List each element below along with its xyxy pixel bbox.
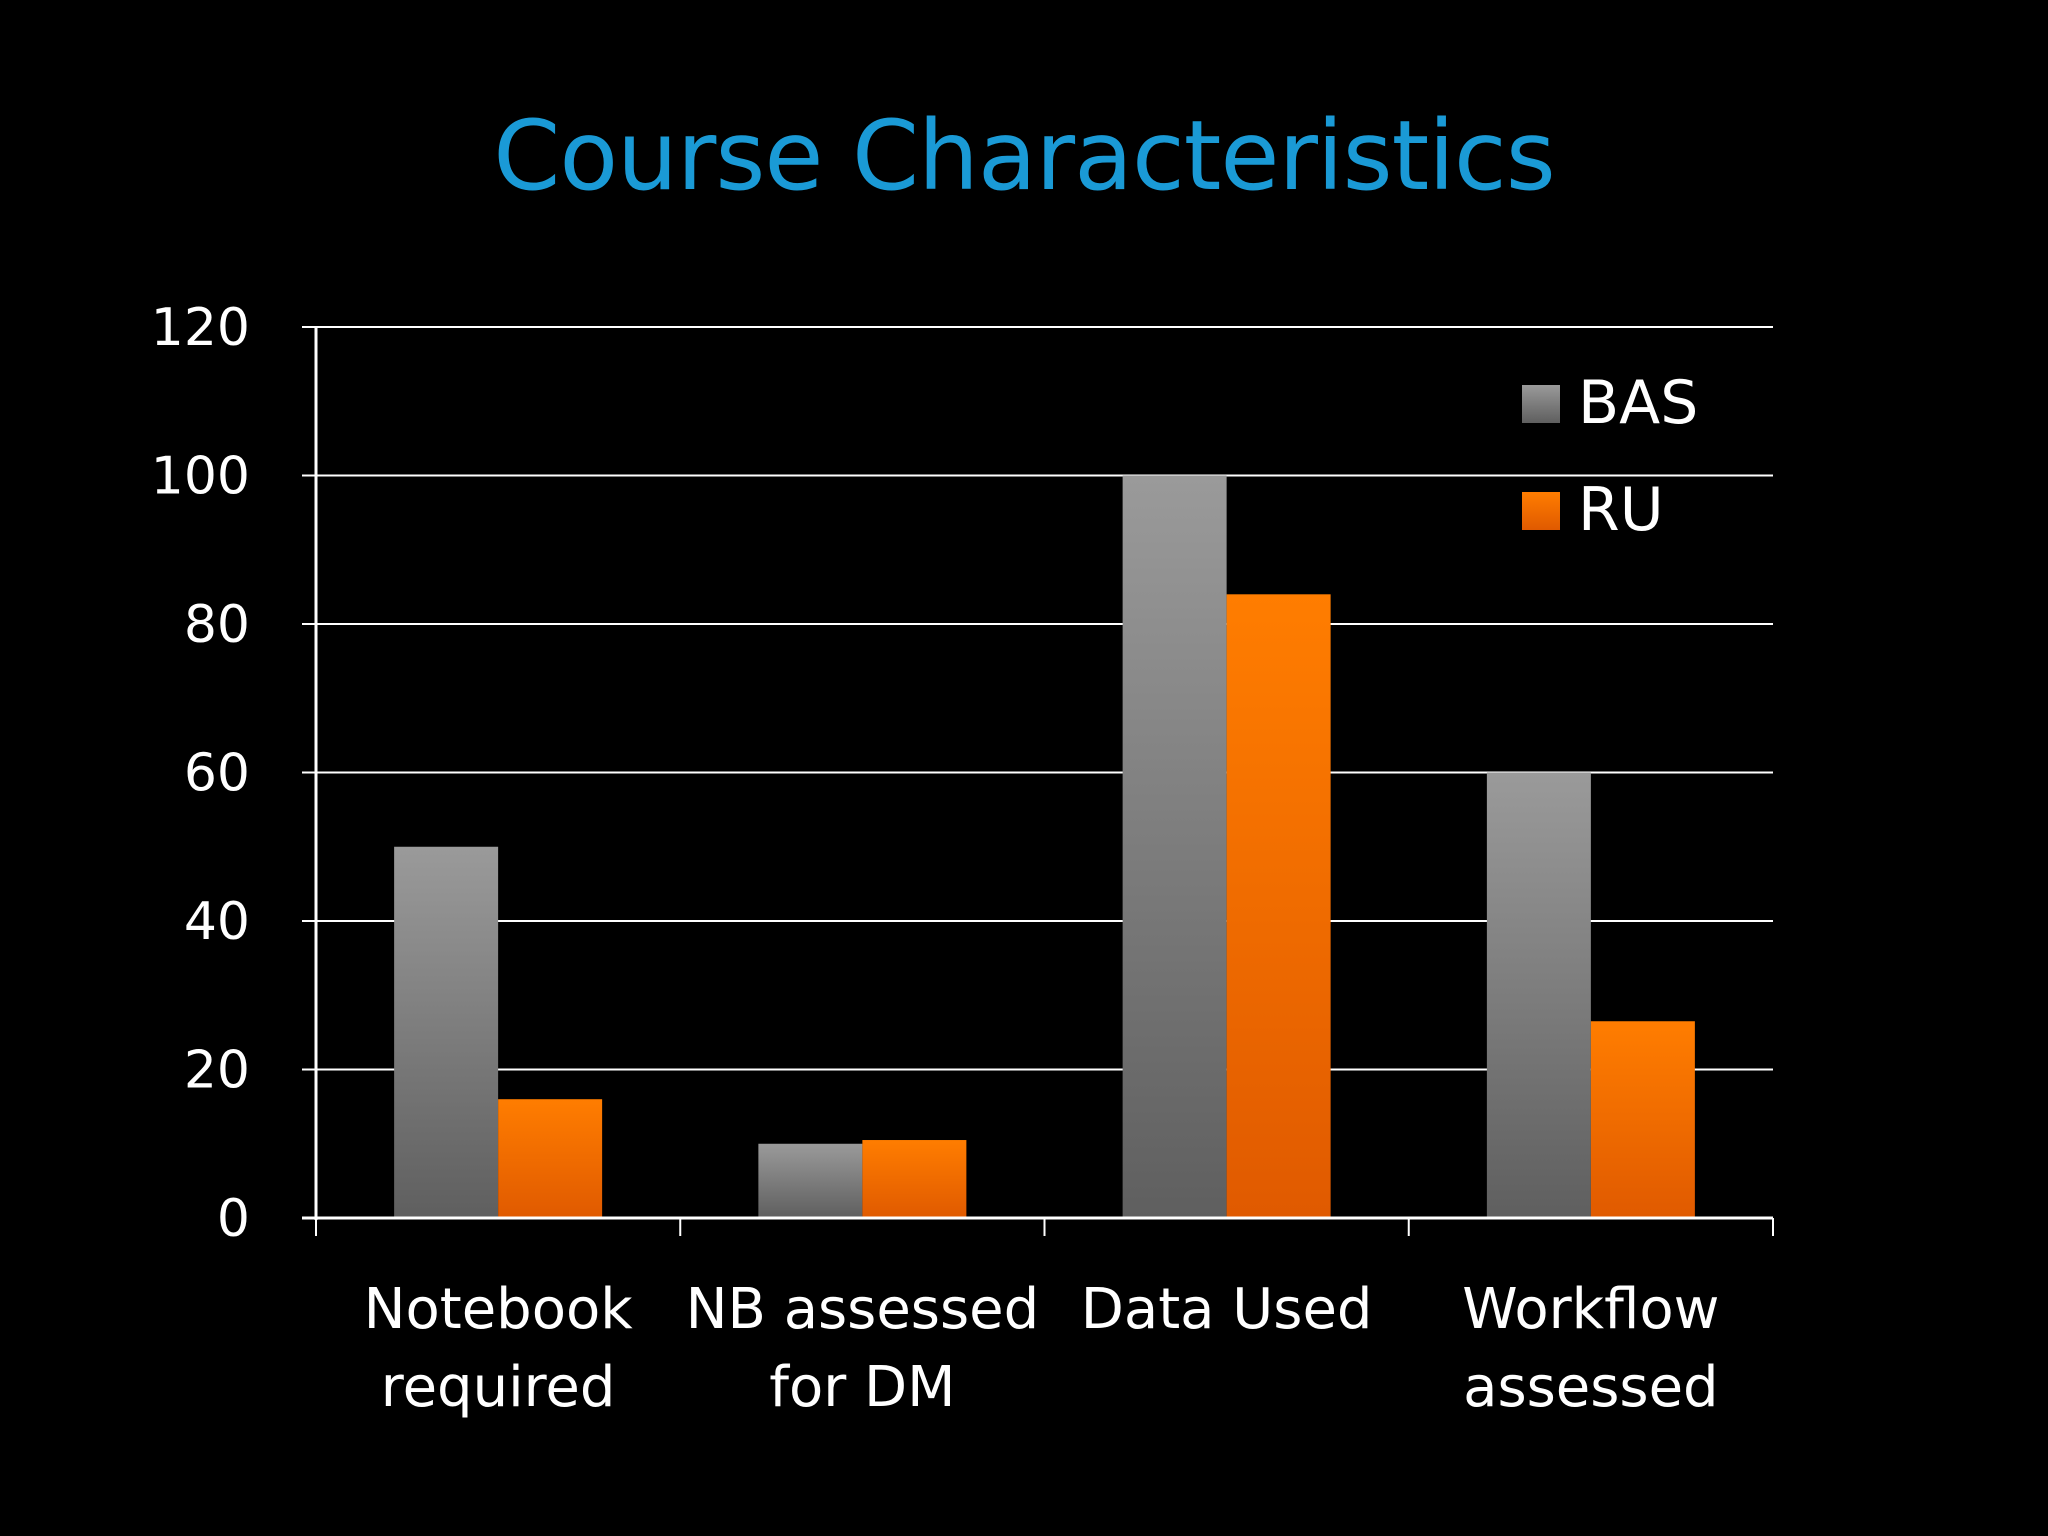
x-category-label: Data Used xyxy=(1081,1277,1373,1342)
bar-ru xyxy=(1590,1021,1695,1218)
y-tick-label: 100 xyxy=(151,447,250,507)
bar-bas xyxy=(1486,772,1591,1218)
x-category-label: assessed xyxy=(1463,1355,1718,1420)
legend: BAS RU xyxy=(1522,368,1698,545)
x-category-label: Notebook xyxy=(364,1277,634,1342)
page-title: Course Characteristics xyxy=(493,100,1555,212)
bar-ru xyxy=(862,1140,967,1218)
x-category-label: Workflow xyxy=(1462,1277,1719,1342)
y-tick-label: 0 xyxy=(217,1189,250,1249)
bar-bas xyxy=(394,846,499,1218)
bar-bas xyxy=(758,1143,863,1218)
x-category-label: for DM xyxy=(769,1355,955,1420)
bar-bas xyxy=(1122,475,1227,1218)
y-axis-ticks: 0 20 40 60 80 100 120 xyxy=(151,298,316,1249)
bars xyxy=(394,475,1695,1218)
y-tick-label: 20 xyxy=(184,1041,250,1101)
legend-swatch-ru xyxy=(1522,492,1560,530)
y-tick-label: 60 xyxy=(184,744,250,804)
x-axis-labels: Notebook required NB assessed for DM Data Us… xyxy=(364,1277,1720,1420)
gridlines xyxy=(316,326,1773,1071)
y-tick-label: 80 xyxy=(184,595,250,655)
legend-swatch-bas xyxy=(1522,385,1560,423)
bar-ru xyxy=(1226,594,1331,1218)
y-tick-label: 40 xyxy=(184,892,250,952)
y-tick-label: 120 xyxy=(151,298,250,358)
x-category-label: NB assessed xyxy=(686,1277,1040,1342)
legend-label: BAS xyxy=(1578,368,1698,438)
bar-ru xyxy=(498,1099,603,1218)
x-category-label: required xyxy=(381,1355,616,1420)
legend-label: RU xyxy=(1578,475,1664,545)
